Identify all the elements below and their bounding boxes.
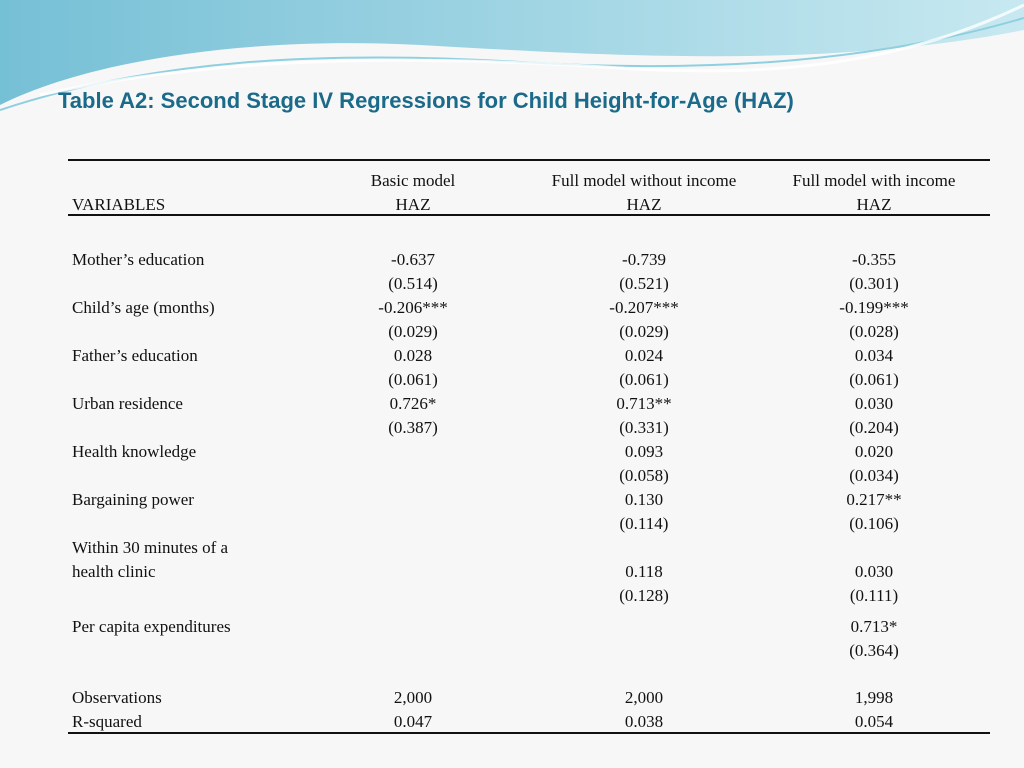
coefficient: 0.028 [393, 346, 433, 365]
column-dependent: HAZ [626, 195, 662, 214]
standard-error: (0.034) [849, 466, 899, 485]
variables-header: VARIABLES [72, 195, 166, 214]
table-rule [68, 159, 990, 161]
standard-error: (0.061) [619, 370, 669, 389]
coefficient: 0.118 [625, 562, 663, 581]
coefficient: 0.034 [854, 346, 894, 365]
stat-value: 0.054 [854, 712, 894, 731]
column-model: Basic model [370, 171, 456, 190]
coefficient: 0.713** [616, 394, 672, 413]
column-dependent: HAZ [856, 195, 892, 214]
row-label: Within 30 minutes of a health clinic [72, 538, 229, 581]
stat-value: 2,000 [624, 688, 664, 707]
stat-value: 2,000 [393, 688, 433, 707]
column-model: Full model without income [551, 171, 737, 190]
row-label: Urban residence [72, 394, 183, 413]
standard-error: (0.061) [849, 370, 899, 389]
column-model: Full model with income [792, 171, 956, 190]
standard-error: (0.029) [619, 322, 669, 341]
standard-error: (0.301) [849, 274, 899, 293]
coefficient: 0.020 [854, 442, 894, 461]
stat-value: 0.047 [393, 712, 433, 731]
coefficient: 0.024 [624, 346, 664, 365]
row-label: Bargaining power [72, 490, 194, 509]
coefficient: 0.217** [846, 490, 902, 509]
row-label: Mother’s education [72, 250, 205, 269]
slide-title: Table A2: Second Stage IV Regressions fo… [58, 88, 794, 113]
stat-label: R-squared [72, 712, 142, 731]
coefficient: 0.726* [389, 394, 437, 413]
stat-value: 1,998 [854, 688, 894, 707]
row-label: Health knowledge [72, 442, 197, 461]
coefficient: 0.093 [624, 442, 664, 461]
decoration [0, 0, 1024, 111]
coefficient: 0.030 [854, 394, 894, 413]
column-dependent: HAZ [395, 195, 431, 214]
coefficient: -0.739 [622, 250, 666, 269]
standard-error: (0.029) [388, 322, 438, 341]
table-rule [68, 732, 990, 734]
standard-error: (0.387) [388, 418, 438, 437]
standard-error: (0.331) [619, 418, 669, 437]
row-label: Father’s education [72, 346, 198, 365]
coefficient: -0.207*** [609, 298, 679, 317]
table-rule [68, 214, 990, 216]
standard-error: (0.111) [849, 586, 899, 605]
stat-value: 0.038 [624, 712, 664, 731]
row-label: Child’s age (months) [72, 298, 215, 317]
coefficient: 0.130 [624, 490, 664, 509]
standard-error: (0.514) [388, 274, 438, 293]
standard-error: (0.204) [849, 418, 899, 437]
coefficient: -0.206*** [378, 298, 448, 317]
standard-error: (0.061) [388, 370, 438, 389]
coefficient: -0.199*** [839, 298, 909, 317]
standard-error: (0.114) [619, 514, 669, 533]
coefficient: -0.355 [852, 250, 896, 269]
stat-label: Observations [72, 688, 162, 707]
standard-error: (0.128) [619, 586, 669, 605]
coefficient: 0.713* [850, 617, 898, 636]
standard-error: (0.106) [849, 514, 899, 533]
standard-error: (0.028) [849, 322, 899, 341]
row-label: Per capita expenditures [72, 617, 231, 636]
standard-error: (0.058) [619, 466, 669, 485]
coefficient: 0.030 [854, 562, 894, 581]
standard-error: (0.364) [849, 641, 899, 660]
coefficient: -0.637 [391, 250, 435, 269]
standard-error: (0.521) [619, 274, 669, 293]
